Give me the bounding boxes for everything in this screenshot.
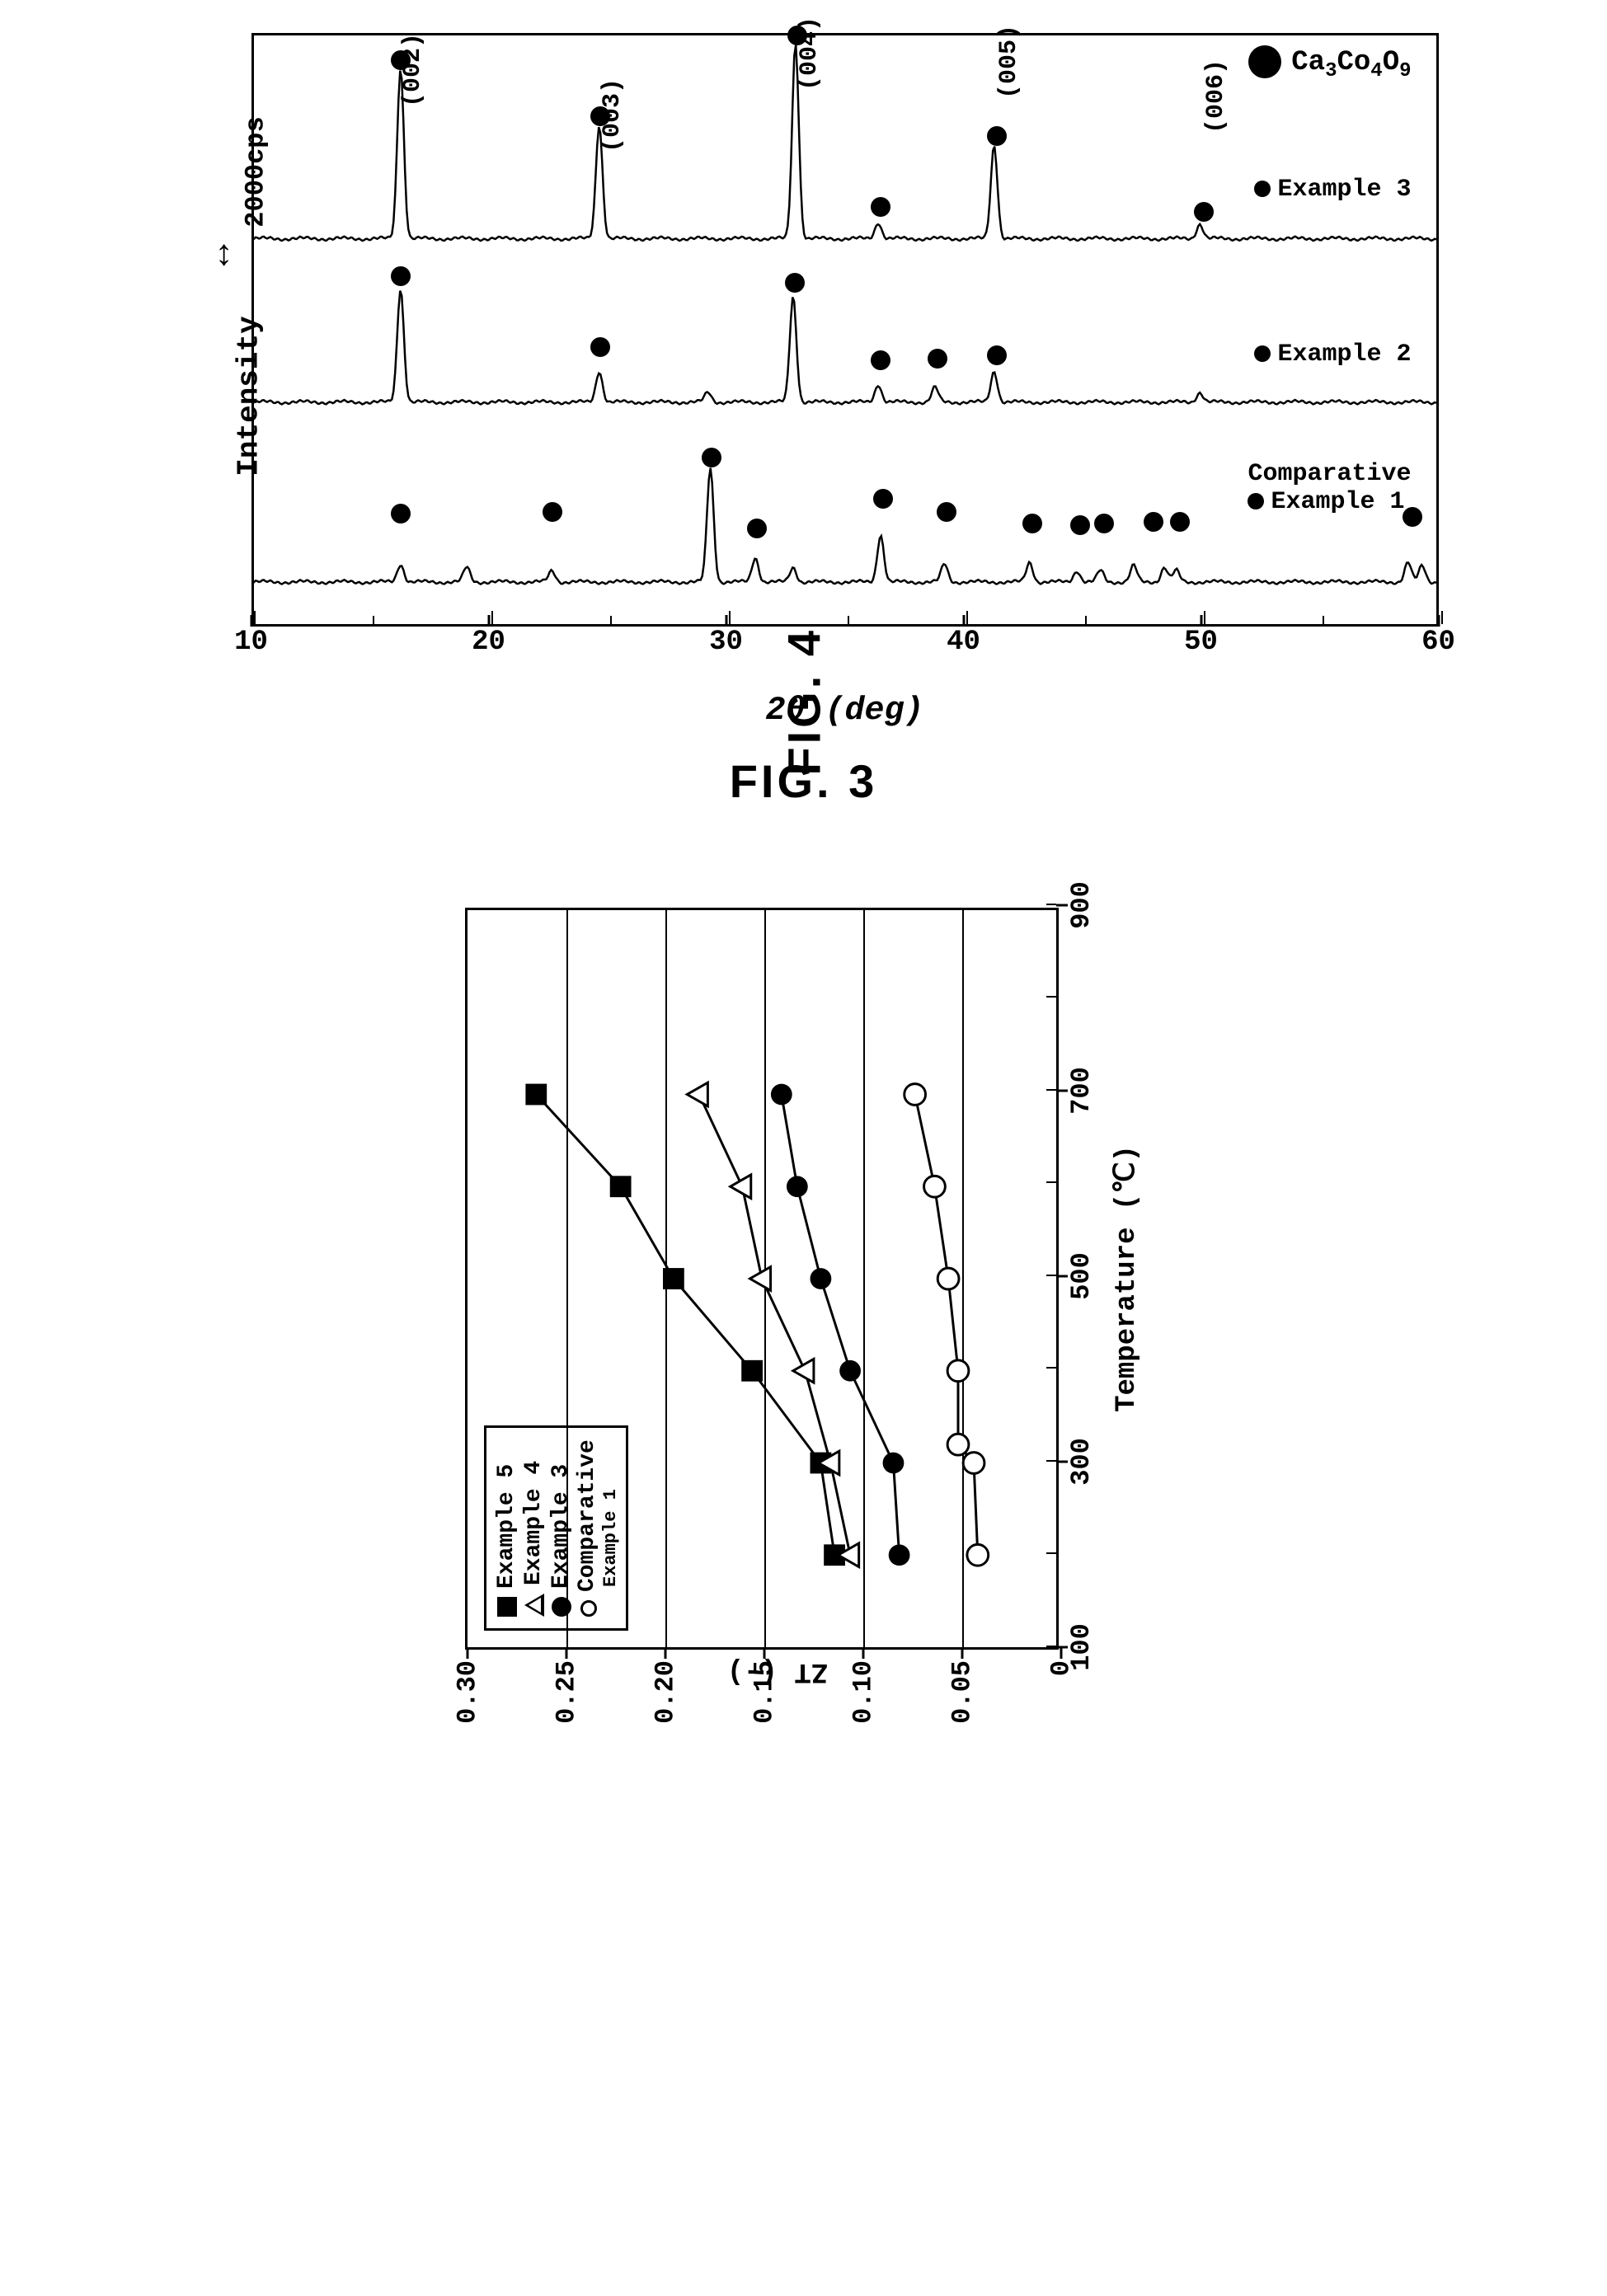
xtick-mark [1437,615,1440,627]
series-label: ComparativeExample 1 [1248,460,1411,516]
xtick-label: 40 [947,627,980,658]
xtick-label: 50 [1184,627,1218,658]
xtick-label: 700 [1066,1067,1097,1115]
xtick-label: 500 [1066,1252,1097,1300]
fig4-title: FIG. 4 [777,627,830,776]
xtick-label: 10 [234,627,268,658]
xtick-label: 60 [1421,627,1455,658]
fig4-plot: ZT (-) Example 5 Example 4 Example 3 Com… [465,908,1059,1650]
miller-index: (004) [796,16,824,91]
xtick-minor [729,611,731,624]
miller-index: (005) [995,25,1023,99]
phase-dot [1022,514,1042,533]
xtick-label: 300 [1066,1438,1097,1486]
phase-dot [1070,515,1090,535]
phase-dot [543,502,562,522]
filled-circle-icon [1248,45,1281,78]
fig3-chart-area: Intensity 2000cps ↕ Ca3Co4O9 (002)(003)(… [186,33,1422,730]
figure-4: ZT (-) Example 5 Example 4 Example 3 Com… [33,973,1574,2045]
xtick-minor [848,616,849,624]
fig3-legend-phase: Ca3Co4O9 [1248,45,1411,82]
phase-dot [702,448,721,467]
ytick-mark [1060,1647,1062,1659]
phase-dot [391,266,411,286]
xtick-mark [1200,615,1202,627]
xtick-mark [725,615,727,627]
xtick-label: 900 [1066,881,1097,929]
xtick-mark [962,615,965,627]
phase-dot [928,349,947,369]
phase-dot [391,504,411,524]
phase-dot [871,350,890,370]
xtick-mark [250,615,252,627]
phase-dot [1094,514,1114,533]
fig3-plot: Ca3Co4O9 (002)(003)(004)(005)(006)Exampl… [251,33,1439,627]
xtick-minor [1323,616,1324,624]
miller-index: (003) [599,78,627,153]
ytick-label: 0.15 [749,1660,779,1724]
xtick-minor [254,611,256,624]
ytick-mark [763,1647,765,1659]
phase-dot [987,126,1007,146]
phase-dot [873,489,893,509]
phase-dot [937,502,956,522]
fig4-chart-area: ZT (-) Example 5 Example 4 Example 3 Com… [465,858,1143,1765]
ytick-label: 0.20 [650,1660,680,1724]
fig3-updown-arrow: ↕ [214,247,235,264]
xtick-minor [373,616,374,624]
phase-dot [785,273,805,293]
phase-dot [1170,512,1190,532]
ytick-mark [961,1647,963,1659]
xtick-minor [491,611,493,624]
ytick-label: 0.30 [452,1660,482,1724]
fig3-xticks: 102030405060 [251,627,1439,676]
xtick-minor [610,616,612,624]
xtick-label: 100 [1066,1623,1097,1671]
fig4-xlabel: Temperature (℃) [1108,908,1143,1650]
phase-formula: Ca3Co4O9 [1291,47,1411,78]
xtick-label: 30 [709,627,743,658]
ytick-mark [664,1647,666,1659]
xtick-minor [1046,904,1056,905]
ytick-mark [466,1647,468,1659]
ytick-label: 0.05 [947,1660,977,1724]
series-label: Example 2 [1254,340,1411,369]
xtick-label: 20 [472,627,505,658]
miller-index: (006) [1202,59,1230,134]
fig3-xlabel: 2θ (deg) [251,693,1439,730]
ytick-label: 0.25 [551,1660,581,1724]
ytick-label: 0.10 [848,1660,878,1724]
phase-dot [1144,512,1163,532]
phase-dot [590,337,610,357]
xtick-minor [1085,616,1087,624]
ytick-mark [862,1647,864,1659]
series-label: Example 3 [1254,176,1411,204]
phase-dot [747,519,767,538]
phase-dot [1194,202,1214,222]
xtick-minor [1441,611,1443,624]
xtick-mark [487,615,490,627]
xtick-minor [966,611,968,624]
ytick-mark [565,1647,567,1659]
xtick-minor [1204,611,1205,624]
phase-dot [987,345,1007,365]
miller-index: (002) [399,33,427,107]
phase-dot [871,197,890,217]
